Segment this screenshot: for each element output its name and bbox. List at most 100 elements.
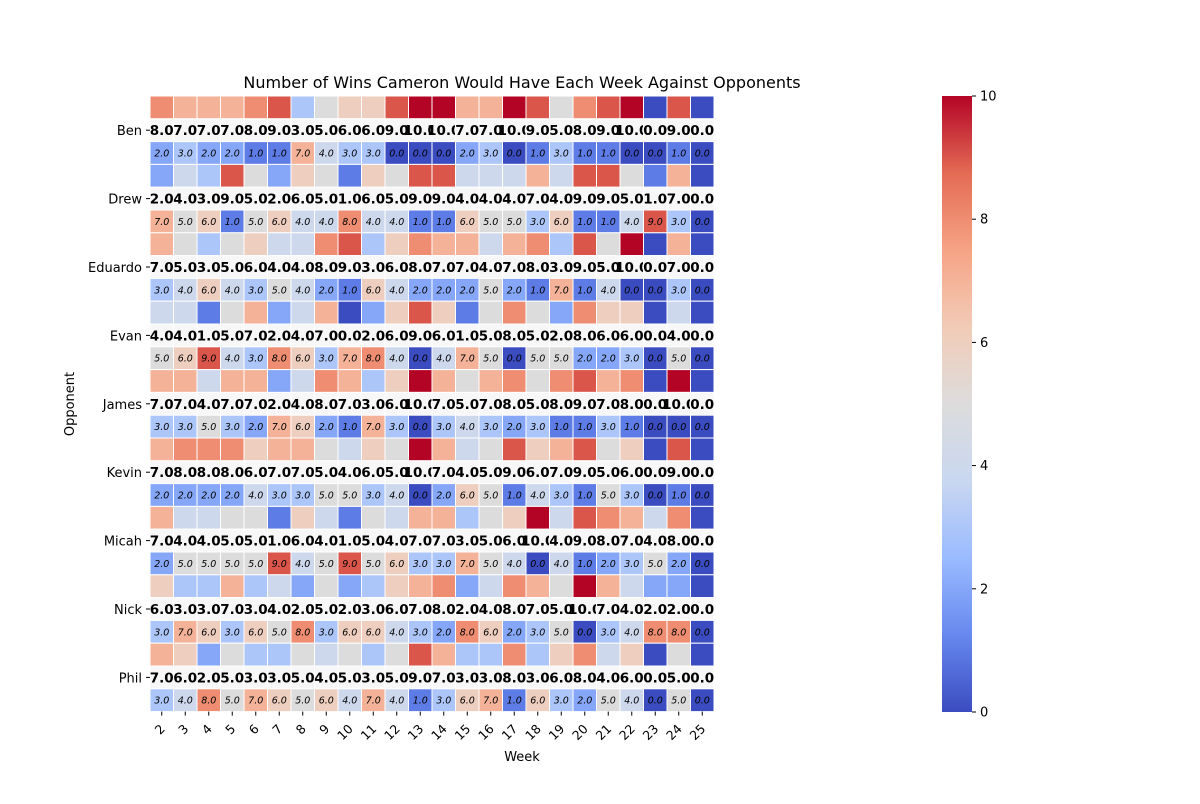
losses-value-label: 1.0 xyxy=(413,696,428,707)
losses-value-label: 3.0 xyxy=(272,491,287,502)
wins-value-label: 7.0 xyxy=(526,192,550,208)
heatmap-cell-wins xyxy=(431,505,456,530)
heatmap-cell-wins xyxy=(478,505,503,530)
losses-value-label: 5.0 xyxy=(272,627,287,638)
wins-value-label: 4.0 xyxy=(502,192,526,208)
heatmap-cell-wins xyxy=(549,574,574,599)
losses-value-label: 8.0 xyxy=(201,696,216,707)
wins-value-label: 8.0 xyxy=(314,397,338,413)
wins-value-label: 5.0 xyxy=(291,670,315,686)
losses-value-label: 1.0 xyxy=(577,422,592,433)
wins-value-label: 10.0 xyxy=(498,123,531,139)
heatmap-cell-wins xyxy=(384,95,409,120)
heatmap-cell-wins xyxy=(431,163,456,188)
wins-value-label: 5.0 xyxy=(526,397,550,413)
losses-value-label: 9.0 xyxy=(648,217,663,228)
heatmap-cell-wins xyxy=(666,642,691,667)
wins-value-label: 1.0 xyxy=(197,328,221,344)
losses-value-label: 3.0 xyxy=(389,422,404,433)
wins-value-label: 5.0 xyxy=(220,328,244,344)
losses-value-label: 6.0 xyxy=(460,217,475,228)
wins-value-label: 6.0 xyxy=(385,328,409,344)
week-tick-label: 15 xyxy=(452,721,474,743)
losses-value-label: 7.0 xyxy=(460,559,475,570)
wins-value-label: 0.0 xyxy=(690,328,714,344)
heatmap-cell-wins xyxy=(455,642,480,667)
losses-value-label: 3.0 xyxy=(413,559,428,570)
wins-value-label: 3.0 xyxy=(455,534,479,550)
heatmap-cell-wins xyxy=(431,574,456,599)
wins-value-label: 3.0 xyxy=(479,670,503,686)
losses-value-label: 5.0 xyxy=(671,696,686,707)
heatmap-cell-wins xyxy=(596,642,621,667)
wins-value-label: 8.0 xyxy=(150,123,174,139)
heatmap-cell-wins xyxy=(384,163,409,188)
heatmap-cell-wins xyxy=(690,95,715,120)
heatmap-cell-wins xyxy=(408,574,433,599)
losses-value-label: 6.0 xyxy=(295,354,310,365)
losses-value-label: 1.0 xyxy=(507,696,522,707)
wins-value-label: 9.0 xyxy=(596,192,620,208)
heatmap-cell-wins xyxy=(173,95,198,120)
losses-value-label: 1.0 xyxy=(671,491,686,502)
wins-value-label: 8.0 xyxy=(408,260,432,276)
losses-value-label: 3.0 xyxy=(178,149,193,160)
losses-value-label: 6.0 xyxy=(460,696,475,707)
losses-value-label: 7.0 xyxy=(460,354,475,365)
wins-value-label: 9.0 xyxy=(408,670,432,686)
heatmap-cell-wins xyxy=(572,369,597,393)
wins-value-label: 5.0 xyxy=(314,465,338,481)
wins-value-label: 7.0 xyxy=(620,534,644,550)
heatmap-cell-wins xyxy=(502,369,527,393)
heatmap-cell-wins xyxy=(196,574,221,599)
heatmap-cell-wins xyxy=(408,437,433,462)
losses-value-label: 1.0 xyxy=(601,149,616,160)
losses-value-label: 3.0 xyxy=(154,696,169,707)
heatmap-cell-wins xyxy=(643,574,668,599)
losses-value-label: 5.0 xyxy=(507,217,522,228)
heatmap-cell-wins xyxy=(525,163,550,188)
wins-value-label: 9.0 xyxy=(573,534,597,550)
losses-value-label: 5.0 xyxy=(483,285,498,296)
losses-value-label: 0.0 xyxy=(671,422,686,433)
wins-value-label: 4.0 xyxy=(479,192,503,208)
losses-value-label: 0.0 xyxy=(648,354,663,365)
losses-value-label: 1.0 xyxy=(413,217,428,228)
wins-value-label: 2.0 xyxy=(267,397,291,413)
losses-value-label: 2.0 xyxy=(225,491,240,502)
heatmap-cell-wins xyxy=(525,369,550,393)
losses-value-label: 1.0 xyxy=(577,285,592,296)
wins-value-label: 5.0 xyxy=(479,534,503,550)
losses-value-label: 0.0 xyxy=(436,149,451,160)
chart-title: Number of Wins Cameron Would Have Each W… xyxy=(243,73,800,92)
heatmap-cell-wins xyxy=(455,369,480,393)
losses-value-label: 5.0 xyxy=(483,217,498,228)
week-tick-label: 23 xyxy=(640,721,662,743)
heatmap-cell-wins xyxy=(173,505,198,530)
losses-value-label: 7.0 xyxy=(366,696,381,707)
wins-value-label: 2.0 xyxy=(361,328,385,344)
losses-value-label: 0.0 xyxy=(648,696,663,707)
wins-value-label: 10.0 xyxy=(404,465,437,481)
wins-value-label: 5.0 xyxy=(620,192,644,208)
week-tick-label: 9 xyxy=(316,721,332,737)
losses-value-label: 4.0 xyxy=(624,696,639,707)
wins-value-label: 8.0 xyxy=(596,534,620,550)
heatmap-cell-wins xyxy=(431,369,456,393)
wins-value-label: 1.0 xyxy=(338,192,362,208)
opponent-tick-label: Ben xyxy=(117,124,142,139)
losses-value-label: 0.0 xyxy=(413,149,428,160)
wins-value-label: 10.0 xyxy=(568,602,601,618)
wins-value-label: 5.0 xyxy=(385,670,409,686)
heatmap-cell-wins xyxy=(290,574,315,599)
heatmap-cell-wins xyxy=(525,574,550,599)
wins-value-label: 6.0 xyxy=(549,670,573,686)
losses-value-label: 5.0 xyxy=(225,559,240,570)
losses-value-label: 5.0 xyxy=(319,559,334,570)
wins-value-label: 0.0 xyxy=(690,465,714,481)
losses-value-label: 0.0 xyxy=(695,559,710,570)
losses-value-label: 2.0 xyxy=(319,285,334,296)
heatmap-cell-wins xyxy=(666,505,691,530)
week-tick-label: 12 xyxy=(381,721,403,743)
wins-value-label: 5.0 xyxy=(549,602,573,618)
